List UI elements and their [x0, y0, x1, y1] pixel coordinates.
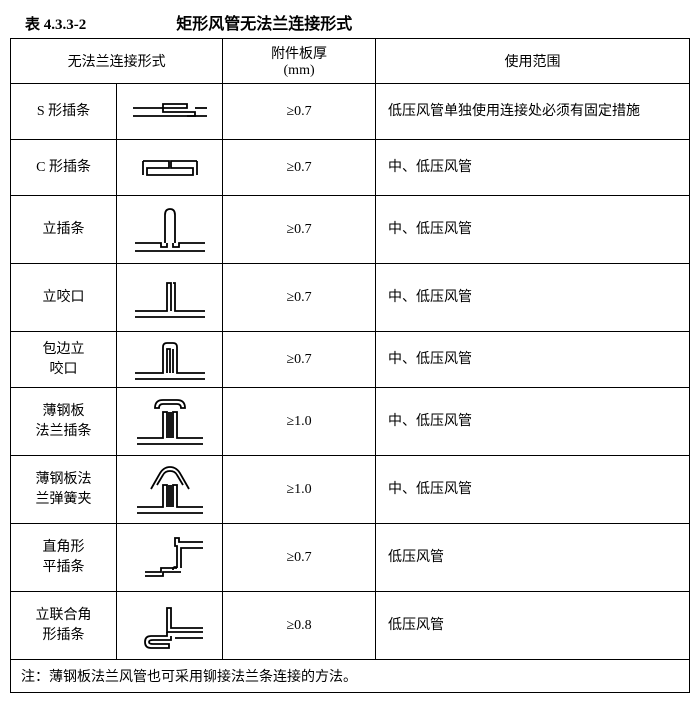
- row-label: 包边立 咬口: [11, 332, 117, 388]
- table-row: 立联合角 形插条 ≥0.8 低压风管: [11, 592, 690, 660]
- table-row: 立插条 ≥0.7 中、低压风管: [11, 196, 690, 264]
- row-label: 立咬口: [11, 264, 117, 332]
- row-label: C 形插条: [11, 140, 117, 196]
- usage-value: 低压风管: [375, 524, 689, 592]
- thickness-value: ≥0.7: [223, 332, 376, 388]
- row-label: S 形插条: [11, 84, 117, 140]
- usage-value: 中、低压风管: [375, 388, 689, 456]
- table-header: 表 4.3.3-2 矩形风管无法兰连接形式: [10, 10, 690, 34]
- row-label: 立插条: [11, 196, 117, 264]
- header-usage: 使用范围: [375, 39, 689, 84]
- row-label: 薄钢板 法兰插条: [11, 388, 117, 456]
- table-row: 薄钢板法 兰弹簧夹 ≥1.0 中、低压风管: [11, 456, 690, 524]
- thickness-value: ≥1.0: [223, 388, 376, 456]
- table-row: 直角形 平插条 ≥0.7 低压风管: [11, 524, 690, 592]
- connection-diagram-icon: [117, 264, 223, 332]
- footer-row: 注：薄钢板法兰风管也可采用铆接法兰条连接的方法。: [11, 660, 690, 693]
- thickness-value: ≥0.7: [223, 524, 376, 592]
- connection-diagram-icon: [117, 524, 223, 592]
- table-row: C 形插条 ≥0.7 中、低压风管: [11, 140, 690, 196]
- connection-diagram-icon: [117, 388, 223, 456]
- connection-diagram-icon: [117, 140, 223, 196]
- thickness-value: ≥0.7: [223, 196, 376, 264]
- connection-diagram-icon: [117, 592, 223, 660]
- thickness-value: ≥0.8: [223, 592, 376, 660]
- header-thickness-line2: (mm): [284, 63, 315, 78]
- usage-value: 低压风管: [375, 592, 689, 660]
- table-number: 表 4.3.3-2: [25, 13, 86, 34]
- table-row: 立咬口 ≥0.7 中、低压风管: [11, 264, 690, 332]
- row-label: 立联合角 形插条: [11, 592, 117, 660]
- usage-value: 中、低压风管: [375, 456, 689, 524]
- usage-value: 中、低压风管: [375, 196, 689, 264]
- usage-value: 中、低压风管: [375, 332, 689, 388]
- thickness-value: ≥1.0: [223, 456, 376, 524]
- connection-diagram-icon: [117, 196, 223, 264]
- row-label: 薄钢板法 兰弹簧夹: [11, 456, 117, 524]
- connection-diagram-icon: [117, 332, 223, 388]
- usage-value: 低压风管单独使用连接处必须有固定措施: [375, 84, 689, 140]
- table-row: 包边立 咬口 ≥0.7 中、低压风管: [11, 332, 690, 388]
- row-label: 直角形 平插条: [11, 524, 117, 592]
- footer-note: 注：薄钢板法兰风管也可采用铆接法兰条连接的方法。: [11, 660, 690, 693]
- connection-types-table: 无法兰连接形式 附件板厚 (mm) 使用范围 S 形插条: [10, 38, 690, 693]
- header-connection-type: 无法兰连接形式: [11, 39, 223, 84]
- usage-value: 中、低压风管: [375, 264, 689, 332]
- table-row: S 形插条 ≥0.7 低压风管单独使用连接处必须有固定措施: [11, 84, 690, 140]
- thickness-value: ≥0.7: [223, 84, 376, 140]
- connection-diagram-icon: [117, 456, 223, 524]
- usage-value: 中、低压风管: [375, 140, 689, 196]
- table-title: 矩形风管无法兰连接形式: [176, 10, 352, 34]
- table-row: 薄钢板 法兰插条 ≥1.0 中、低压风管: [11, 388, 690, 456]
- header-row: 无法兰连接形式 附件板厚 (mm) 使用范围: [11, 39, 690, 84]
- header-thickness: 附件板厚 (mm): [223, 39, 376, 84]
- header-thickness-line1: 附件板厚: [271, 47, 327, 62]
- thickness-value: ≥0.7: [223, 264, 376, 332]
- thickness-value: ≥0.7: [223, 140, 376, 196]
- connection-diagram-icon: [117, 84, 223, 140]
